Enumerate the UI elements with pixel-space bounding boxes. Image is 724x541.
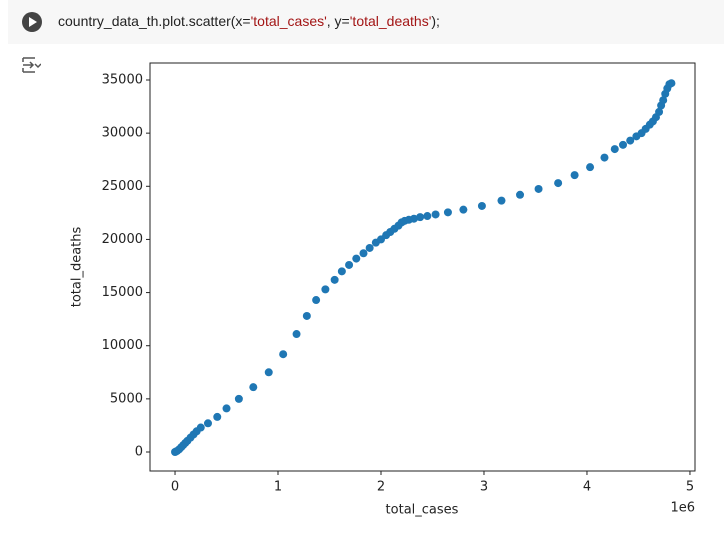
scatter-point <box>359 249 368 258</box>
y-tick-label: 5000 <box>110 391 143 406</box>
scatter-point <box>619 140 628 149</box>
scatter-point <box>279 350 288 359</box>
scatter-point <box>416 213 425 222</box>
scatter-point <box>222 404 231 413</box>
x-tick-label: 3 <box>480 480 488 495</box>
code-cell: country_data_th.plot.scatter(x='total_ca… <box>8 0 724 44</box>
code-token: 'total_deaths' <box>349 13 432 29</box>
scatter-point <box>626 136 635 145</box>
scatter-point <box>534 184 543 193</box>
scatter-point <box>249 383 258 392</box>
y-tick-label: 10000 <box>102 338 143 353</box>
scatter-point <box>554 179 563 188</box>
code-text: country_data_th.plot.scatter(x='total_ca… <box>58 13 440 29</box>
x-tick-label: 5 <box>686 480 694 495</box>
x-tick-label: 1 <box>274 480 282 495</box>
scatter-point <box>610 145 619 154</box>
scatter-point <box>570 171 579 180</box>
scatter-point <box>431 210 440 219</box>
scatter-point <box>196 423 205 432</box>
y-tick-label: 35000 <box>102 73 143 88</box>
scatter-point <box>423 212 432 221</box>
scatter-point <box>352 254 361 263</box>
y-tick-label: 30000 <box>102 126 143 141</box>
scatter-point <box>345 260 354 269</box>
run-button[interactable] <box>20 10 44 34</box>
scatter-point <box>203 419 212 428</box>
scatter-point <box>409 214 418 223</box>
plot-frame <box>149 62 696 472</box>
scatter-point <box>213 412 222 421</box>
x-axis-label: total_cases <box>386 503 459 518</box>
scatter-point <box>659 96 668 105</box>
scatter-point <box>443 208 452 217</box>
code-token: ); <box>431 13 440 29</box>
code-token: 'total_cases' <box>250 13 327 29</box>
scatter-point <box>330 275 339 284</box>
x-tick-label: 2 <box>377 480 385 495</box>
scatter-point <box>302 311 311 320</box>
y-axis-label: total_deaths <box>70 227 85 308</box>
scatter-point <box>312 296 321 305</box>
y-tick-label: 15000 <box>102 285 143 300</box>
y-tick-label: 20000 <box>102 232 143 247</box>
y-tick-label: 0 <box>135 445 143 460</box>
scatter-point <box>365 243 374 252</box>
code-token: , y= <box>326 13 350 29</box>
scatter-point <box>516 190 525 199</box>
x-offset-label: 1e6 <box>670 501 695 516</box>
scatter-point <box>586 163 595 172</box>
scatter-point <box>477 201 486 210</box>
y-tick-label: 25000 <box>102 179 143 194</box>
scatter-point <box>497 196 506 205</box>
scatter-point <box>292 330 301 339</box>
output-icon[interactable] <box>21 55 41 75</box>
x-tick-label: 0 <box>171 480 179 495</box>
code-token: country_data_th.plot.scatter(x= <box>58 13 251 29</box>
scatter-point <box>600 153 609 162</box>
scatter-point <box>655 107 664 116</box>
scatter-point <box>337 267 346 276</box>
scatter-point <box>234 394 243 403</box>
scatter-point <box>459 205 468 214</box>
x-tick-label: 4 <box>583 480 591 495</box>
scatter-point <box>264 368 273 377</box>
scatter-point <box>321 285 330 294</box>
scatter-point <box>667 79 676 88</box>
